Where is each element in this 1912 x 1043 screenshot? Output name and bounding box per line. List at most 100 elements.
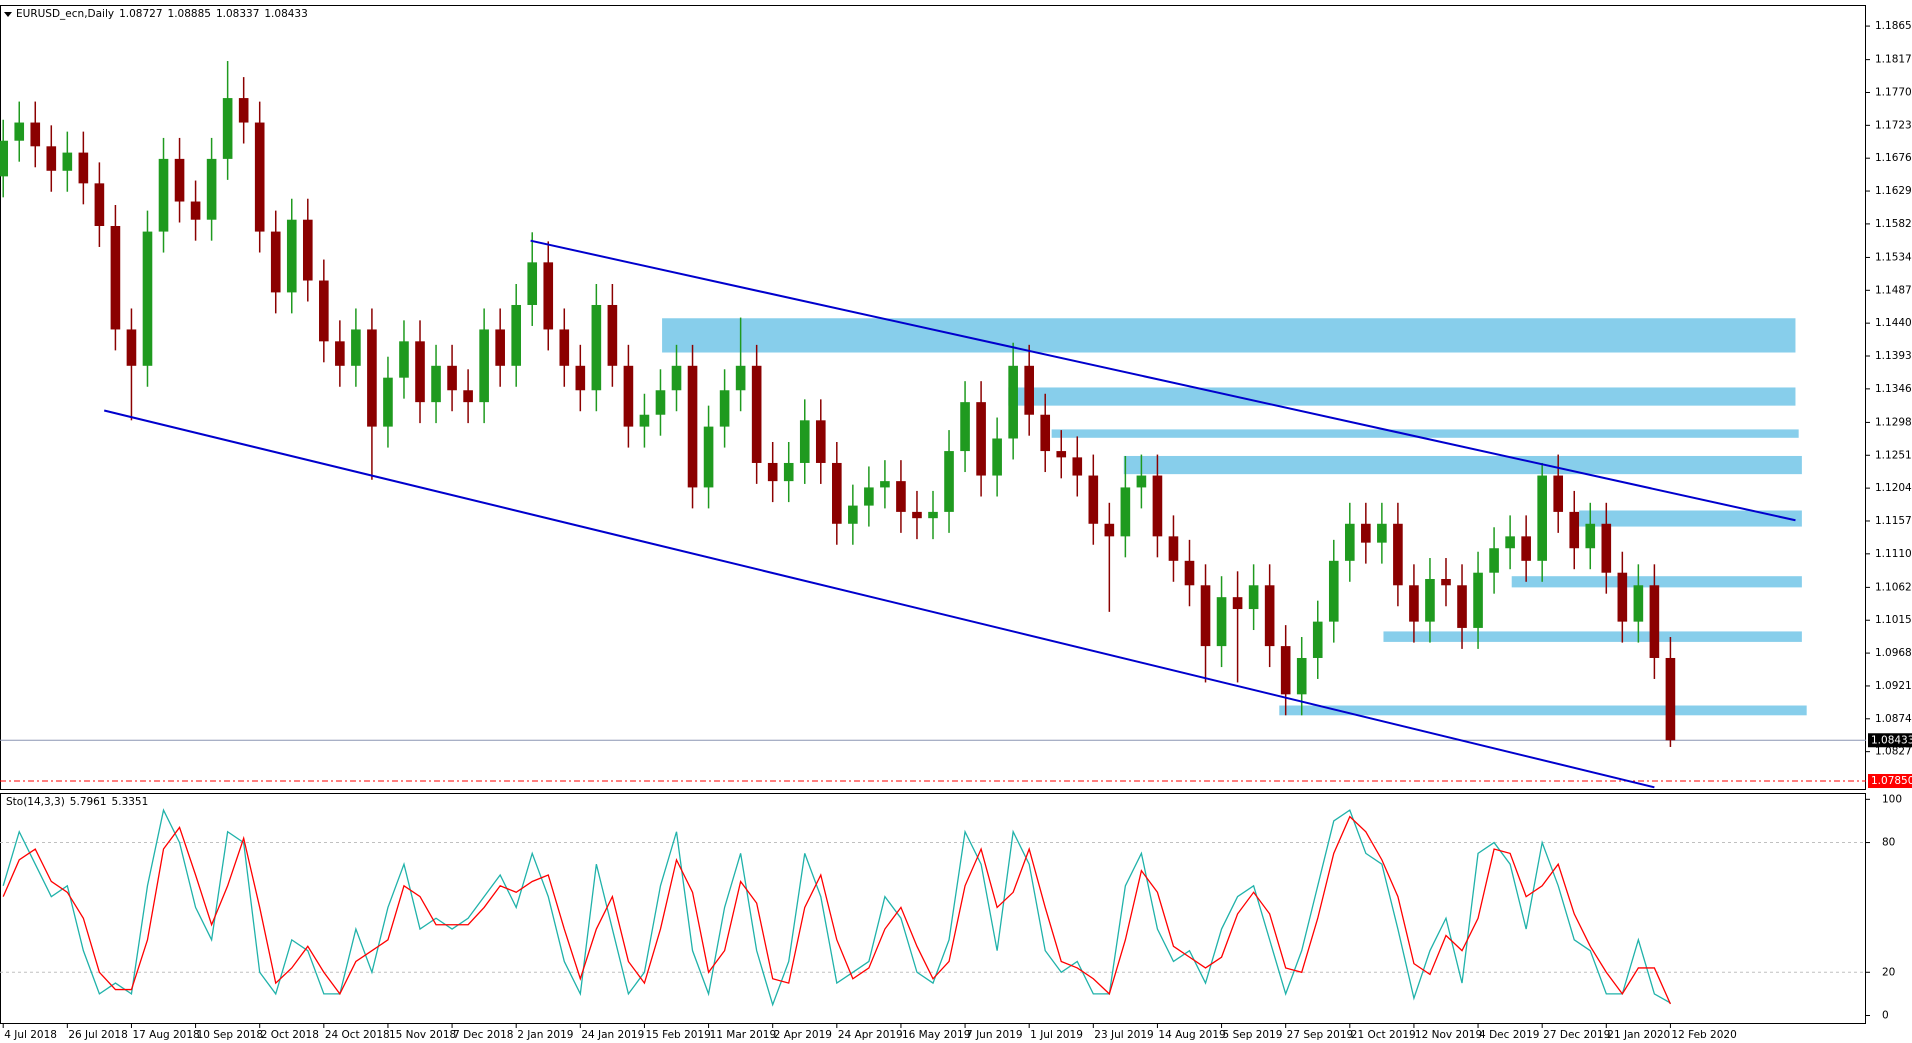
candle-body bbox=[0, 140, 9, 177]
y-tick-label: 1.15340 bbox=[1875, 251, 1912, 263]
candle-body bbox=[623, 365, 634, 427]
candle-body bbox=[1617, 572, 1628, 622]
x-tick-label: 23 Jul 2019 bbox=[1094, 1029, 1153, 1041]
candle-body bbox=[1216, 597, 1227, 647]
candle-body bbox=[928, 511, 938, 519]
y-tick-label: 1.16760 bbox=[1875, 152, 1912, 164]
candle-body bbox=[335, 341, 345, 366]
indicator-main: 5.7961 bbox=[70, 796, 107, 808]
candle-body bbox=[463, 390, 473, 403]
candle-body bbox=[1601, 523, 1612, 573]
candle-body bbox=[1505, 536, 1515, 549]
quote-close: 1.08433 bbox=[264, 8, 307, 20]
candle-body bbox=[94, 183, 105, 226]
y-tick-label: 1.12980 bbox=[1875, 416, 1912, 428]
x-tick-label: 15 Nov 2018 bbox=[389, 1029, 456, 1041]
candle-body bbox=[126, 329, 137, 366]
candle-body bbox=[1200, 585, 1211, 647]
candle-body bbox=[1024, 365, 1034, 415]
candle-body bbox=[1232, 597, 1243, 610]
x-tick-label: 4 Dec 2019 bbox=[1479, 1029, 1539, 1041]
candle-body bbox=[655, 390, 666, 415]
indicator-line bbox=[2, 815, 1672, 1005]
candle-body bbox=[46, 146, 57, 171]
candle-body bbox=[1441, 578, 1451, 586]
y-tick-label: 1.11570 bbox=[1875, 515, 1912, 527]
candle-body bbox=[495, 329, 505, 366]
y-tick-label: 1.13460 bbox=[1875, 383, 1912, 395]
candle-body bbox=[415, 341, 425, 403]
candle-body bbox=[254, 122, 265, 232]
candle-body bbox=[1425, 578, 1435, 622]
candle-body bbox=[767, 462, 778, 482]
candle-body bbox=[206, 158, 217, 220]
candle-body bbox=[1489, 548, 1499, 573]
y-tick-label: 1.14400 bbox=[1875, 317, 1912, 329]
candle-body bbox=[1665, 657, 1676, 741]
candle-body bbox=[1168, 536, 1179, 561]
y-tick-label: 20 bbox=[1882, 966, 1895, 978]
candle-body bbox=[1521, 536, 1531, 561]
candle-body bbox=[848, 505, 858, 524]
x-tick-label: 11 Mar 2019 bbox=[710, 1029, 777, 1041]
candle-body bbox=[1280, 646, 1291, 695]
candle-body bbox=[864, 487, 874, 506]
candle-body bbox=[960, 402, 970, 452]
y-tick-label: 80 bbox=[1882, 837, 1895, 849]
candle-body bbox=[1473, 572, 1483, 628]
candle-body bbox=[30, 122, 41, 147]
indicator-title: Sto(14,3,3) bbox=[6, 796, 65, 808]
zone bbox=[662, 318, 1796, 353]
candle-body bbox=[1264, 585, 1275, 647]
candle-body bbox=[1136, 475, 1147, 488]
candle-body bbox=[479, 329, 489, 403]
zone bbox=[1383, 631, 1802, 642]
candle-body bbox=[1553, 475, 1564, 512]
candle-body bbox=[575, 365, 586, 391]
candle-body bbox=[1585, 523, 1596, 549]
x-tick-label: 7 Dec 2018 bbox=[453, 1029, 513, 1041]
x-tick-label: 2 Apr 2019 bbox=[774, 1029, 832, 1041]
candle-body bbox=[190, 201, 201, 220]
y-tick-label: 1.08740 bbox=[1875, 713, 1912, 725]
x-tick-label: 15 Feb 2019 bbox=[645, 1029, 710, 1041]
candle-body bbox=[1344, 523, 1355, 561]
chart-header: EURUSD_ecn,Daily 1.08727 1.08885 1.08337 1.0… bbox=[16, 8, 308, 20]
zone bbox=[1123, 455, 1802, 475]
zone bbox=[1008, 387, 1796, 406]
zone bbox=[1279, 705, 1807, 716]
candle-body bbox=[1457, 585, 1467, 628]
x-tick-label: 2 Oct 2018 bbox=[261, 1029, 319, 1041]
candle-body bbox=[527, 262, 538, 305]
candle-body bbox=[78, 152, 89, 184]
candle-body bbox=[302, 219, 313, 281]
y-tick-label: 1.11100 bbox=[1875, 548, 1912, 560]
candle-body bbox=[1184, 560, 1195, 586]
indicator-header: Sto(14,3,3) 5.7961 5.3351 bbox=[6, 796, 148, 808]
candle-body bbox=[1088, 475, 1099, 524]
candle-body bbox=[1393, 523, 1403, 586]
x-tick-label: 16 May 2019 bbox=[902, 1029, 970, 1041]
x-tick-label: 26 Jul 2018 bbox=[68, 1029, 127, 1041]
y-tick-label: 1.18170 bbox=[1875, 54, 1912, 66]
x-tick-label: 4 Jul 2018 bbox=[4, 1029, 57, 1041]
candle-body bbox=[751, 365, 762, 463]
candle-body bbox=[222, 98, 233, 159]
candle-body bbox=[1377, 523, 1387, 543]
candle-body bbox=[896, 481, 906, 512]
trendline bbox=[530, 239, 1796, 522]
candle-body bbox=[719, 390, 730, 427]
y-tick-label: 1.16290 bbox=[1875, 185, 1912, 197]
x-tick-label: 21 Oct 2019 bbox=[1351, 1029, 1416, 1041]
candle-body bbox=[319, 280, 329, 342]
candle-body bbox=[639, 414, 650, 427]
candle-body bbox=[110, 225, 121, 330]
candle-body bbox=[687, 365, 698, 488]
candle-body bbox=[1312, 621, 1323, 658]
candle-body bbox=[783, 462, 794, 482]
candle-body bbox=[880, 481, 890, 488]
price-label-box bbox=[1868, 733, 1912, 748]
y-tick-label: 1.17230 bbox=[1875, 119, 1912, 131]
candle-body bbox=[1008, 365, 1018, 439]
